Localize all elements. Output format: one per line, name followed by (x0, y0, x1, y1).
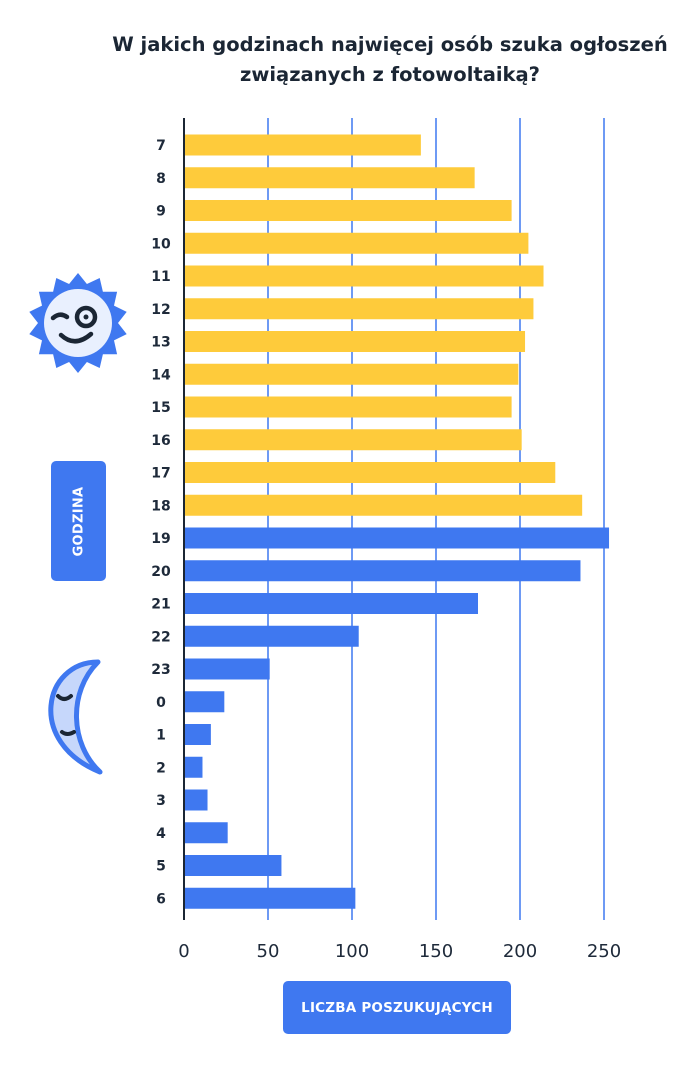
bars (184, 134, 610, 909)
bar-hour-12 (184, 298, 534, 320)
bar-hour-10 (184, 232, 529, 254)
y-tick-label-15: 15 (151, 400, 170, 416)
y-tick-label-21: 21 (151, 597, 170, 613)
y-tick-label-14: 14 (151, 367, 171, 383)
y-tick-label-0: 0 (156, 695, 166, 711)
y-tick-label-3: 3 (156, 793, 166, 809)
bar-hour-22 (184, 625, 359, 647)
y-tick-label-1: 1 (156, 728, 166, 744)
y-tick-label-12: 12 (151, 302, 170, 318)
sleeping-moon-icon (34, 658, 106, 782)
y-tick-label-13: 13 (151, 335, 170, 351)
x-tick-labels: 0 50 100 150 200 250 (178, 941, 621, 962)
bar-hour-2 (184, 756, 203, 778)
x-axis-label-box: LICZBA POSZUKUJĄCYCH (283, 981, 511, 1034)
x-tick-label-0: 0 (178, 941, 189, 962)
bar-hour-20 (184, 560, 581, 582)
bar-hour-11 (184, 265, 544, 287)
y-tick-label-23: 23 (151, 662, 170, 678)
chart-title-line-2: związanych z fotowoltaiką? (240, 63, 540, 86)
x-tick-label-250: 250 (587, 941, 621, 962)
bar-hour-0 (184, 691, 225, 713)
bar-hour-23 (184, 658, 270, 680)
bar-hour-6 (184, 887, 356, 909)
bar-hour-8 (184, 167, 475, 189)
bar-hour-16 (184, 429, 522, 451)
bar-hour-17 (184, 462, 556, 483)
y-tick-label-20: 20 (151, 564, 171, 580)
y-tick-label-16: 16 (151, 433, 170, 449)
bar-hour-15 (184, 396, 512, 418)
bar-hour-3 (184, 789, 208, 811)
chart-title-line-1: W jakich godzinach najwięcej osób szuka … (112, 33, 668, 56)
y-tick-label-11: 11 (151, 269, 170, 285)
x-tick-label-150: 150 (419, 941, 453, 962)
y-tick-label-17: 17 (151, 466, 170, 482)
y-tick-label-7: 7 (156, 138, 166, 154)
x-tick-label-100: 100 (335, 941, 369, 962)
y-tick-label-2: 2 (156, 760, 166, 776)
y-tick-label-4: 4 (156, 826, 166, 842)
y-tick-label-6: 6 (156, 891, 166, 907)
chart-title: W jakich godzinach najwięcej osób szuka … (110, 30, 670, 90)
y-tick-label-9: 9 (156, 204, 166, 220)
bar-hour-5 (184, 855, 282, 876)
winking-sun-icon (23, 268, 133, 382)
bar-hour-19 (184, 527, 610, 549)
bar-hour-9 (184, 200, 512, 221)
bar-hour-21 (184, 593, 478, 614)
bar-hour-1 (184, 724, 211, 745)
bar-hour-14 (184, 363, 519, 385)
y-tick-label-8: 8 (156, 171, 166, 187)
y-axis-label-box: GODZINA (51, 461, 106, 581)
y-tick-label-18: 18 (151, 498, 170, 514)
y-axis-label: GODZINA (71, 486, 87, 556)
bar-hour-18 (184, 494, 583, 516)
y-tick-label-10: 10 (151, 236, 171, 252)
x-tick-label-50: 50 (257, 941, 280, 962)
x-axis-label: LICZBA POSZUKUJĄCYCH (301, 999, 493, 1016)
bar-hour-4 (184, 822, 228, 844)
y-tick-label-19: 19 (151, 531, 170, 547)
y-tick-label-22: 22 (151, 629, 170, 645)
y-tick-label-5: 5 (156, 859, 166, 875)
x-tick-label-200: 200 (503, 941, 537, 962)
bar-hour-7 (184, 134, 421, 156)
bar-hour-13 (184, 331, 526, 352)
